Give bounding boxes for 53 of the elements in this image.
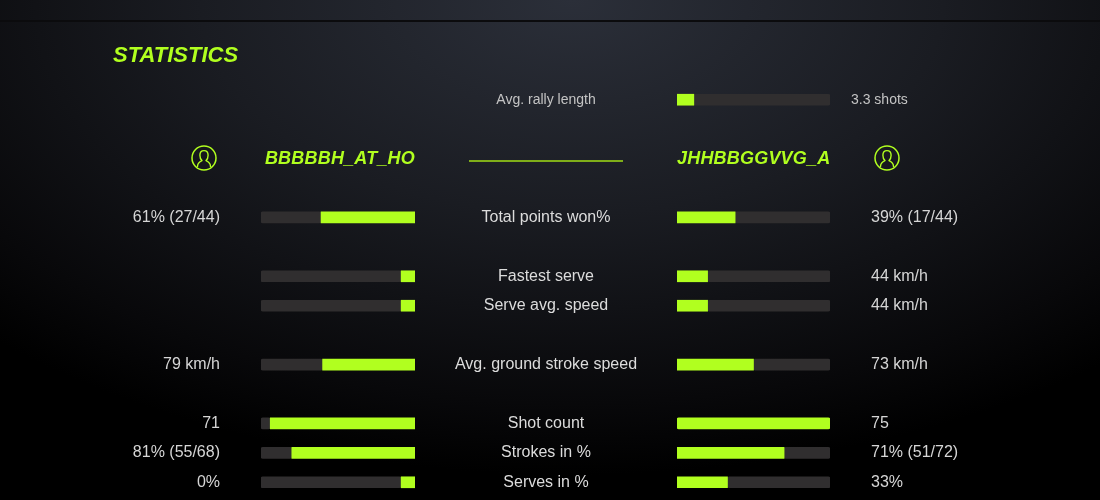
bar — [400, 476, 415, 489]
bar — [291, 447, 415, 459]
bar — [320, 211, 415, 224]
bar — [261, 447, 293, 459]
bar — [727, 476, 830, 489]
bar — [707, 270, 830, 283]
text: 75 — [871, 413, 889, 431]
y-tick-label: Avg. ground stroke speed — [454, 354, 638, 372]
bar — [677, 476, 728, 489]
text: BBBBBH_AT_HO — [264, 148, 415, 169]
bar — [400, 270, 415, 283]
bar — [677, 211, 736, 224]
bar — [677, 270, 708, 283]
text: JHHBBGGVVG_A — [677, 148, 831, 169]
bar — [677, 447, 785, 459]
y-tick-label: Serve avg. speed — [483, 296, 609, 314]
bar — [400, 299, 415, 312]
y-tick-label: Serves in % — [503, 472, 589, 490]
bar — [269, 417, 415, 430]
bar — [677, 299, 708, 312]
text: 71 — [202, 413, 221, 431]
text: 39% (17/44) — [871, 207, 959, 225]
text: 44 km/h — [871, 266, 928, 284]
bar — [322, 358, 415, 371]
text: 61% (27/44) — [132, 207, 220, 225]
bar — [261, 358, 323, 371]
bar — [677, 417, 830, 430]
text: 0% — [196, 472, 220, 490]
bar — [677, 93, 695, 106]
y-tick-label: Avg. rally length — [496, 90, 596, 107]
chart-title: STATISTICS — [113, 42, 239, 67]
bar — [707, 299, 830, 312]
y-tick-label: Total points won% — [481, 207, 611, 225]
text: 44 km/h — [871, 296, 928, 314]
text: 71% (51/72) — [871, 443, 959, 461]
y-tick-label: Fastest serve — [497, 266, 595, 284]
bar — [261, 476, 402, 489]
text: 3.3 shots — [851, 90, 908, 107]
bar — [783, 447, 830, 459]
bar — [677, 358, 754, 371]
bar — [261, 417, 271, 430]
text: 33% — [871, 472, 904, 490]
bar — [261, 211, 322, 224]
text: 79 km/h — [163, 354, 220, 372]
bar — [261, 299, 402, 312]
y-tick-label: Strokes in % — [501, 443, 591, 461]
text: 81% (55/68) — [132, 443, 220, 461]
text: 73 km/h — [871, 354, 928, 372]
bar — [693, 93, 830, 106]
bar — [753, 358, 830, 371]
y-tick-label: Shot count — [507, 413, 585, 431]
bar — [734, 211, 830, 224]
bar — [261, 270, 402, 283]
